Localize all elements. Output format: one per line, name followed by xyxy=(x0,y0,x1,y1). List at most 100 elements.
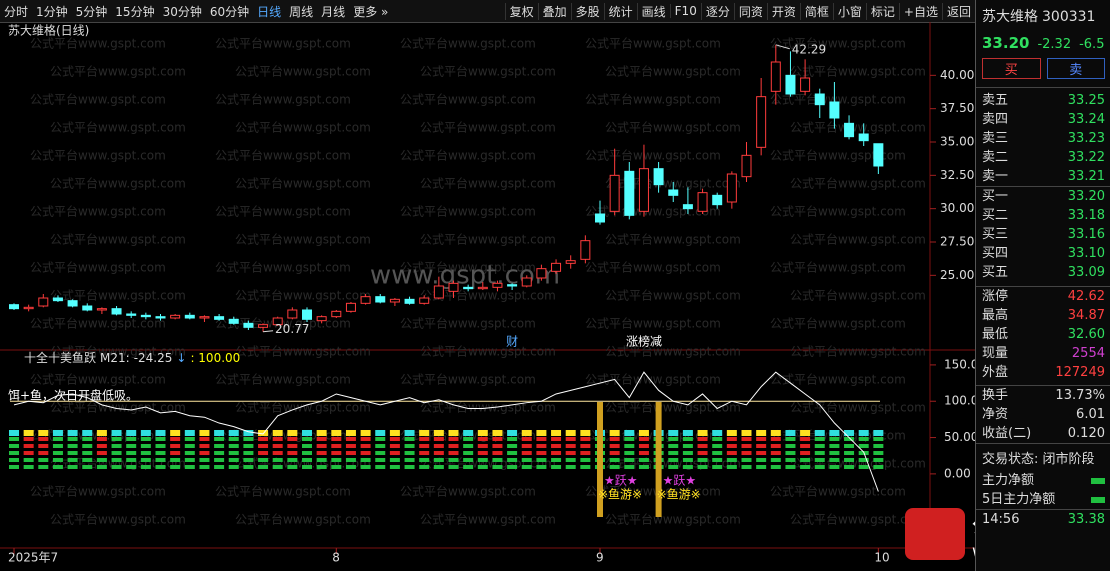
indicator-bar xyxy=(272,458,283,462)
indicator-cap xyxy=(551,430,562,436)
indicator-bar xyxy=(126,451,137,455)
indicator-bar xyxy=(770,465,781,469)
indicator-bar xyxy=(302,444,312,448)
indicator-bar xyxy=(477,444,488,448)
toolbar-button[interactable]: 画线 xyxy=(636,2,670,20)
toolbar-button[interactable]: 返回 xyxy=(941,2,975,20)
sell-button[interactable]: 卖 xyxy=(1046,58,1105,79)
toolbar-button[interactable]: +自选 xyxy=(898,2,942,20)
candle-body xyxy=(785,74,796,95)
indicator-bar xyxy=(23,444,34,448)
indicator-bar xyxy=(272,437,283,441)
x-tick-label: 10 xyxy=(874,551,889,565)
indicator-bar xyxy=(609,458,620,462)
toolbar-button[interactable]: 开资 xyxy=(766,2,800,20)
indicator-bar xyxy=(287,465,298,469)
toolbar-button[interactable]: 多股 xyxy=(570,2,604,20)
order-book: 卖五 33.25 卖四 33.24 卖三 33.23 卖二 33.22 卖一 33.21 买一 33.… xyxy=(976,87,1110,282)
candle-body xyxy=(580,240,591,260)
toolbar-button[interactable]: 月线 xyxy=(321,4,346,19)
watermark: 公式平台www.gspt.com xyxy=(770,484,906,499)
toolbar-button[interactable]: 叠加 xyxy=(537,2,571,20)
indicator-cap xyxy=(258,430,269,436)
toolbar-button[interactable]: 统计 xyxy=(603,2,637,20)
indicator-bar xyxy=(404,437,415,441)
candle-body xyxy=(712,194,723,206)
toolbar-button[interactable]: 同资 xyxy=(733,2,767,20)
stats: 换手 13.73% 净资 6.01 收益(二) 0.120 xyxy=(976,385,1110,443)
indicator-bar xyxy=(433,444,444,448)
book-label: 买四 xyxy=(982,246,1009,261)
watermark: 公式平台www.gspt.com xyxy=(420,344,556,359)
toolbar-button[interactable]: 60分钟 xyxy=(209,4,250,19)
candle-body xyxy=(507,284,518,287)
toolbar-button[interactable]: 逐分 xyxy=(700,2,734,20)
toolbar-button[interactable]: 标记 xyxy=(865,2,899,20)
toolbar-button[interactable]: 5分钟 xyxy=(75,4,108,19)
indicator-cap xyxy=(433,430,444,436)
indicator-bar xyxy=(829,444,840,448)
toolbar-button[interactable]: 日线 xyxy=(257,4,282,19)
toolbar-button[interactable]: 1分钟 xyxy=(36,4,68,19)
watermark: 公式平台www.gspt.com xyxy=(770,148,906,163)
indicator-bar xyxy=(638,444,649,448)
watermark: 公式平台www.gspt.com xyxy=(30,484,166,499)
toolbar-button[interactable]: 简框 xyxy=(799,2,833,20)
watermark: 公式平台www.gspt.com xyxy=(585,92,721,107)
toolbar-button[interactable]: 小窗 xyxy=(832,2,866,20)
book-price: 33.10 xyxy=(1067,246,1105,261)
toolbar-button[interactable]: 复权 xyxy=(504,2,538,20)
toolbar-button[interactable]: 周线 xyxy=(289,4,314,19)
indicator-cap xyxy=(829,430,840,436)
indicator-bar xyxy=(858,437,869,441)
watermark: 公式平台www.gspt.com xyxy=(215,372,351,387)
indicator-cap xyxy=(682,430,693,436)
indicator-bar xyxy=(258,437,269,441)
watermark: 公式平台www.gspt.com xyxy=(770,36,906,51)
candle-body xyxy=(258,324,269,328)
indicator-bar xyxy=(111,458,122,462)
indicator-cap xyxy=(38,430,49,436)
indicator-bar xyxy=(23,437,34,441)
indicator-bar xyxy=(463,458,474,462)
flow-row: 主力净额 xyxy=(976,471,1110,490)
y-tick-label: 32.50 xyxy=(940,168,974,182)
indicator-bar xyxy=(111,465,122,469)
indicator-cap xyxy=(419,430,430,436)
toolbar-button[interactable]: F10 xyxy=(669,4,701,18)
indicator-bar xyxy=(785,451,796,455)
indicator-bar xyxy=(199,451,210,455)
indicator-bar xyxy=(492,444,503,448)
logo-box xyxy=(905,508,965,560)
book-price: 33.23 xyxy=(1067,131,1105,146)
buy-button[interactable]: 买 xyxy=(982,58,1041,79)
indicator-bar xyxy=(800,444,811,448)
toolbar-button[interactable]: 15分钟 xyxy=(115,4,155,19)
quote-title: 苏大维格 300331 xyxy=(976,0,1110,32)
toolbar-button[interactable]: 30分钟 xyxy=(162,4,202,19)
logo-name: 公式平台 xyxy=(972,512,975,540)
y-tick-label: 0.00 xyxy=(944,466,971,480)
indicator-bar xyxy=(800,437,811,441)
indicator-bar xyxy=(770,437,781,441)
indicator-bar xyxy=(228,451,239,455)
stat-value: 34.87 xyxy=(1067,308,1105,323)
toolbar-button[interactable]: 分时 xyxy=(4,4,29,19)
watermark: 公式平台www.gspt.com xyxy=(30,148,166,163)
watermark: 公式平台www.gspt.com xyxy=(50,232,186,247)
indicator-bar xyxy=(814,444,825,448)
candle-body xyxy=(682,204,693,210)
indicator-bar xyxy=(697,437,708,441)
indicator-bar xyxy=(272,451,283,455)
indicator-bar xyxy=(126,444,137,448)
indicator-bar xyxy=(814,451,825,455)
indicator-bar xyxy=(331,465,342,469)
toolbar-button[interactable]: 更多 » xyxy=(353,4,389,19)
book-price: 33.16 xyxy=(1067,227,1105,242)
indicator-bar xyxy=(389,458,400,462)
indicator-bar xyxy=(800,458,811,462)
candle-body xyxy=(697,192,708,212)
indicator-bar xyxy=(111,437,122,441)
indicator-bar xyxy=(375,458,386,462)
indicator-bar xyxy=(111,451,122,455)
